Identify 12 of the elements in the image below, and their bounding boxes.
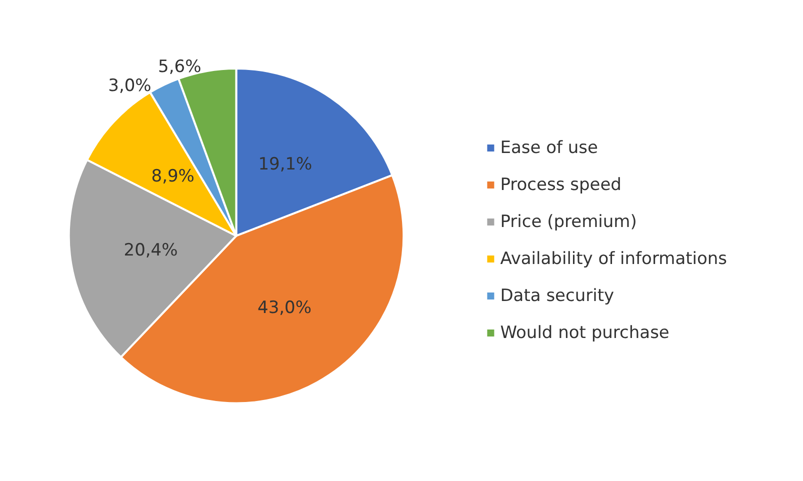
data-label: 19,1% xyxy=(258,154,312,174)
legend-label: Availability of informations xyxy=(500,249,728,269)
legend-label: Price (premium) xyxy=(500,212,637,232)
data-label: 3,0% xyxy=(108,76,152,96)
legend-label: Ease of use xyxy=(500,138,598,158)
data-label: 20,4% xyxy=(124,240,178,260)
legend-label: Data security xyxy=(500,286,614,306)
data-label: 43,0% xyxy=(258,298,312,318)
data-label: 8,9% xyxy=(151,166,194,187)
legend-label: Would not purchase xyxy=(500,323,670,343)
legend-label: Process speed xyxy=(500,175,622,195)
data-label: 5,6% xyxy=(158,57,202,78)
